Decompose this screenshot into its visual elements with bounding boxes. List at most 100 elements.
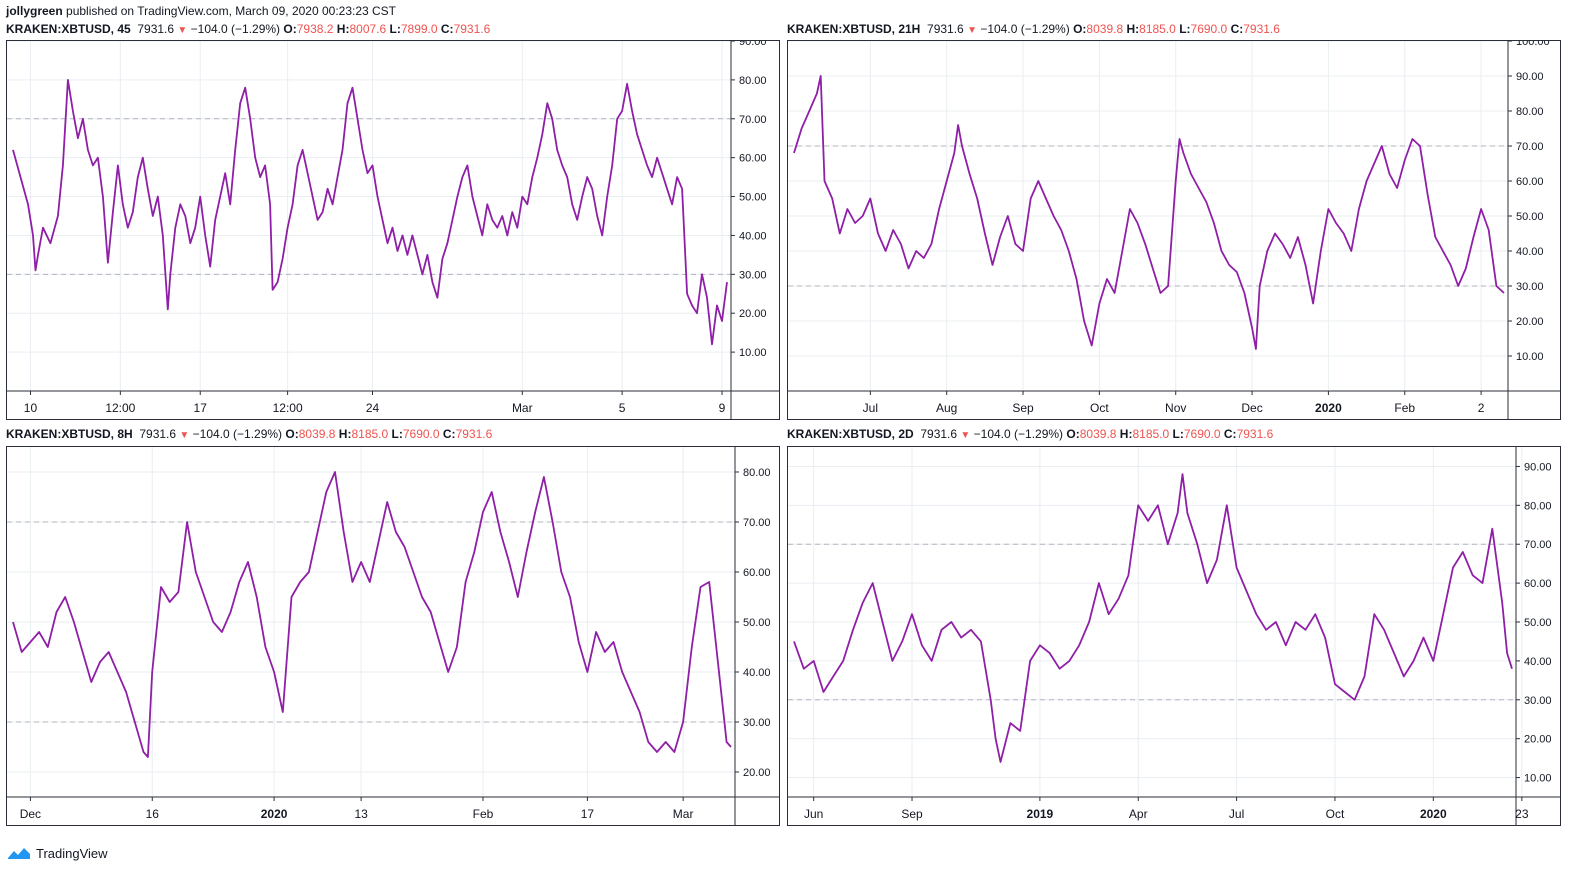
chart-svg[interactable]: 10.00 20.00 30.00 40.00 50.00 60.00 70.00 80.00… (788, 447, 1560, 875)
y-tick-label: 20.00 (1524, 734, 1552, 746)
x-tick-label: 5 (619, 401, 626, 415)
x-tick-label: 10 (24, 401, 38, 415)
last-price: 7931.6 (139, 427, 177, 441)
open-label: O: (1073, 22, 1087, 36)
high-value: 8185.0 (1132, 427, 1170, 441)
high-value: 8007.6 (349, 22, 387, 36)
x-tick-label: Oct (1326, 807, 1345, 821)
chart-panel-2d[interactable]: 10.00 20.00 30.00 40.00 50.00 60.00 70.00 80.00… (787, 446, 1561, 875)
symbol-label[interactable]: KRAKEN:XBTUSD, 45 (6, 22, 131, 36)
symbol-label[interactable]: KRAKEN:XBTUSD, 2D (787, 427, 914, 441)
x-tick-label: Mar (512, 401, 533, 415)
x-tick-label: Sep (1012, 401, 1034, 415)
low-value: 7899.0 (400, 22, 438, 36)
rsi-series-line (12, 471, 732, 758)
open-value: 8039.8 (1086, 22, 1124, 36)
open-label: O: (1066, 427, 1080, 441)
x-tick-label: 23 (1515, 807, 1529, 821)
close-value: 7931.6 (1243, 22, 1280, 36)
x-tick-label: Jul (1229, 807, 1244, 821)
x-tick-label: Jul (863, 401, 878, 415)
x-tick-label: Sep (901, 807, 923, 821)
y-tick-label: 70.00 (1524, 539, 1552, 551)
open-value: 8039.8 (1079, 427, 1117, 441)
y-tick-label: 80.00 (743, 467, 771, 479)
x-tick-label: Mar (673, 807, 694, 821)
panel-title-2d: KRAKEN:XBTUSD, 2D 7931.6 ▼ −104.0 (−1.29… (787, 427, 1273, 441)
x-tick-label: 17 (581, 807, 595, 821)
high-value: 8185.0 (1139, 22, 1176, 36)
price-change: −104.0 (−1.29%) (973, 427, 1064, 441)
price-change: −104.0 (−1.29%) (192, 427, 283, 441)
down-arrow-icon: ▼ (960, 430, 971, 441)
y-tick-label: 60.00 (739, 153, 767, 165)
y-tick-label: 10.00 (739, 347, 767, 359)
x-tick-label: 2020 (1315, 401, 1342, 415)
y-tick-label: 40.00 (1524, 656, 1552, 668)
last-price: 7931.6 (920, 427, 958, 441)
y-tick-label: 80.00 (1524, 500, 1552, 512)
y-tick-label: 40.00 (1516, 246, 1544, 258)
chart-svg[interactable]: 10.00 20.00 30.00 40.00 50.00 60.00 70.00 80.00… (788, 36, 1560, 813)
close-label: C: (1223, 427, 1237, 441)
tradingview-logo[interactable]: TradingView (6, 845, 108, 861)
high-value: 8185.0 (351, 427, 389, 441)
y-tick-label: 70.00 (1516, 141, 1544, 153)
x-tick-label: 2019 (1027, 807, 1054, 821)
x-tick-label: 12:00 (273, 401, 303, 415)
price-change: −104.0 (−1.29%) (980, 22, 1070, 36)
x-tick-label: 16 (146, 807, 160, 821)
symbol-label[interactable]: KRAKEN:XBTUSD, 8H (6, 427, 133, 441)
x-tick-label: Feb (1394, 401, 1415, 415)
chart-panel-8h[interactable]: 20.00 30.00 40.00 50.00 60.00 70.00 80.00 Dec 16… (6, 446, 780, 875)
open-label: O: (285, 427, 299, 441)
open-value: 8039.8 (298, 427, 336, 441)
y-tick-label: 50.00 (1524, 617, 1552, 629)
open-value: 7938.2 (296, 22, 334, 36)
author-name[interactable]: jollygreen (6, 4, 63, 18)
high-label: H: (336, 22, 350, 36)
x-tick-label: 2020 (1420, 807, 1447, 821)
panel-title-45: KRAKEN:XBTUSD, 45 7931.6 ▼ −104.0 (−1.29… (6, 22, 490, 36)
cloud-logo-icon (8, 848, 30, 859)
x-tick-label: 12:00 (105, 401, 135, 415)
low-label: L: (1179, 22, 1191, 36)
y-tick-label: 40.00 (743, 667, 771, 679)
brand-name: TradingView (36, 845, 108, 861)
symbol-label[interactable]: KRAKEN:XBTUSD, 21H (787, 22, 921, 36)
high-label: H: (338, 427, 352, 441)
low-label: L: (1172, 427, 1184, 441)
y-tick-label: 50.00 (743, 617, 771, 629)
y-tick-label: 70.00 (743, 517, 771, 529)
y-tick-label: 50.00 (739, 192, 767, 204)
chart-panel-21h[interactable]: 10.00 20.00 30.00 40.00 50.00 60.00 70.00 80.00… (787, 36, 1561, 813)
x-tick-label: Jun (804, 807, 823, 821)
close-value: 7931.6 (1236, 427, 1274, 441)
x-tick-label: Dec (20, 807, 41, 821)
y-tick-label: 80.00 (739, 75, 767, 87)
x-tick-label: Aug (936, 401, 957, 415)
y-tick-label: 20.00 (1516, 316, 1544, 328)
publish-header: jollygreen published on TradingView.com,… (6, 4, 396, 18)
y-tick-label: 20.00 (743, 767, 771, 779)
low-value: 7690.0 (1183, 427, 1221, 441)
chart-svg[interactable]: 10.00 20.00 30.00 40.00 50.00 60.00 70.00 80.00… (7, 36, 779, 813)
down-arrow-icon: ▼ (177, 25, 188, 36)
low-label: L: (389, 22, 401, 36)
last-price: 7931.6 (137, 22, 175, 36)
low-value: 7690.0 (402, 427, 440, 441)
y-tick-label: 30.00 (1524, 695, 1552, 707)
x-tick-label: 9 (719, 401, 726, 415)
high-label: H: (1119, 427, 1133, 441)
y-tick-label: 30.00 (739, 269, 767, 281)
chart-svg[interactable]: 20.00 30.00 40.00 50.00 60.00 70.00 80.00 Dec 16… (7, 447, 779, 875)
close-value: 7931.6 (455, 427, 493, 441)
x-tick-label: Feb (473, 807, 494, 821)
x-tick-label: Oct (1090, 401, 1109, 415)
chart-panel-45[interactable]: 10.00 20.00 30.00 40.00 50.00 60.00 70.00 80.00… (6, 36, 780, 813)
y-tick-label: 60.00 (1516, 176, 1544, 188)
low-label: L: (391, 427, 403, 441)
y-tick-label: 50.00 (1516, 211, 1544, 223)
x-tick-label: Dec (1241, 401, 1262, 415)
x-tick-label: 2 (1478, 401, 1485, 415)
